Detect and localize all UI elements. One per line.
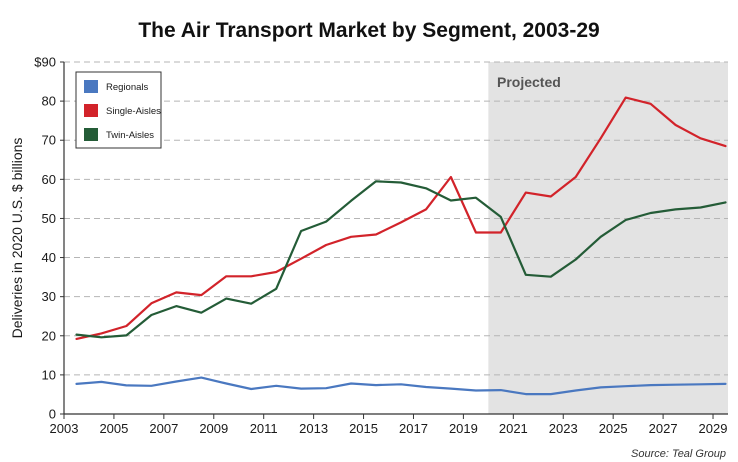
series-layer: [75, 96, 727, 396]
axes-layer: 0 10 20 30 40 50 60 70 80 $90 2003 2005 2007 2009 2011…: [34, 55, 728, 436]
series-line-twin-aisles: [75, 180, 727, 339]
legend-label-regionals: Regionals: [106, 82, 148, 93]
y-tick-label: 20: [42, 328, 56, 343]
y-axis-title: Deliveries in 2020 U.S. $ billions: [9, 138, 25, 339]
legend-swatch-single-aisles: [84, 104, 98, 117]
y-tick-label: 70: [42, 133, 56, 148]
legend: Regionals Single-Aisles Twin-Aisles: [75, 71, 162, 149]
x-tick-label: 2013: [299, 421, 328, 436]
x-tick-label: 2025: [599, 421, 628, 436]
legend-label-twin-aisles: Twin-Aisles: [106, 130, 154, 141]
source-note: Source: Teal Group: [631, 448, 726, 460]
projected-label: Projected: [497, 74, 561, 90]
x-tick-label: 2023: [549, 421, 578, 436]
x-tick-label: 2015: [349, 421, 378, 436]
x-tick-label: 2005: [99, 421, 128, 436]
y-tick-label: 30: [42, 289, 56, 304]
y-tick-label: 10: [42, 367, 56, 382]
y-tick-label: 0: [49, 407, 56, 422]
x-tick-label: 2027: [649, 421, 678, 436]
chart-title: The Air Transport Market by Segment, 200…: [138, 19, 599, 42]
series-line-single-aisles: [75, 96, 727, 340]
y-tick-label: 60: [42, 172, 56, 187]
y-tick-label: 80: [42, 94, 56, 109]
background-layer: [488, 62, 728, 414]
grid-layer: [64, 61, 728, 376]
legend-label-single-aisles: Single-Aisles: [106, 106, 161, 117]
series-line-regionals: [75, 376, 727, 396]
legend-swatch-twin-aisles: [84, 128, 98, 141]
projected-region: [488, 62, 728, 414]
legend-swatch-regionals: [84, 80, 98, 93]
x-tick-label: 2029: [699, 421, 728, 436]
y-tick-label: $90: [34, 55, 56, 70]
x-tick-label: 2009: [199, 421, 228, 436]
x-tick-label: 2019: [449, 421, 478, 436]
x-tick-label: 2021: [499, 421, 528, 436]
y-tick-label: 40: [42, 250, 56, 265]
x-tick-label: 2007: [149, 421, 178, 436]
x-tick-label: 2011: [250, 421, 278, 436]
x-tick-label: 2003: [50, 421, 79, 436]
x-tick-label: 2017: [399, 421, 428, 436]
y-tick-label: 50: [42, 211, 56, 226]
